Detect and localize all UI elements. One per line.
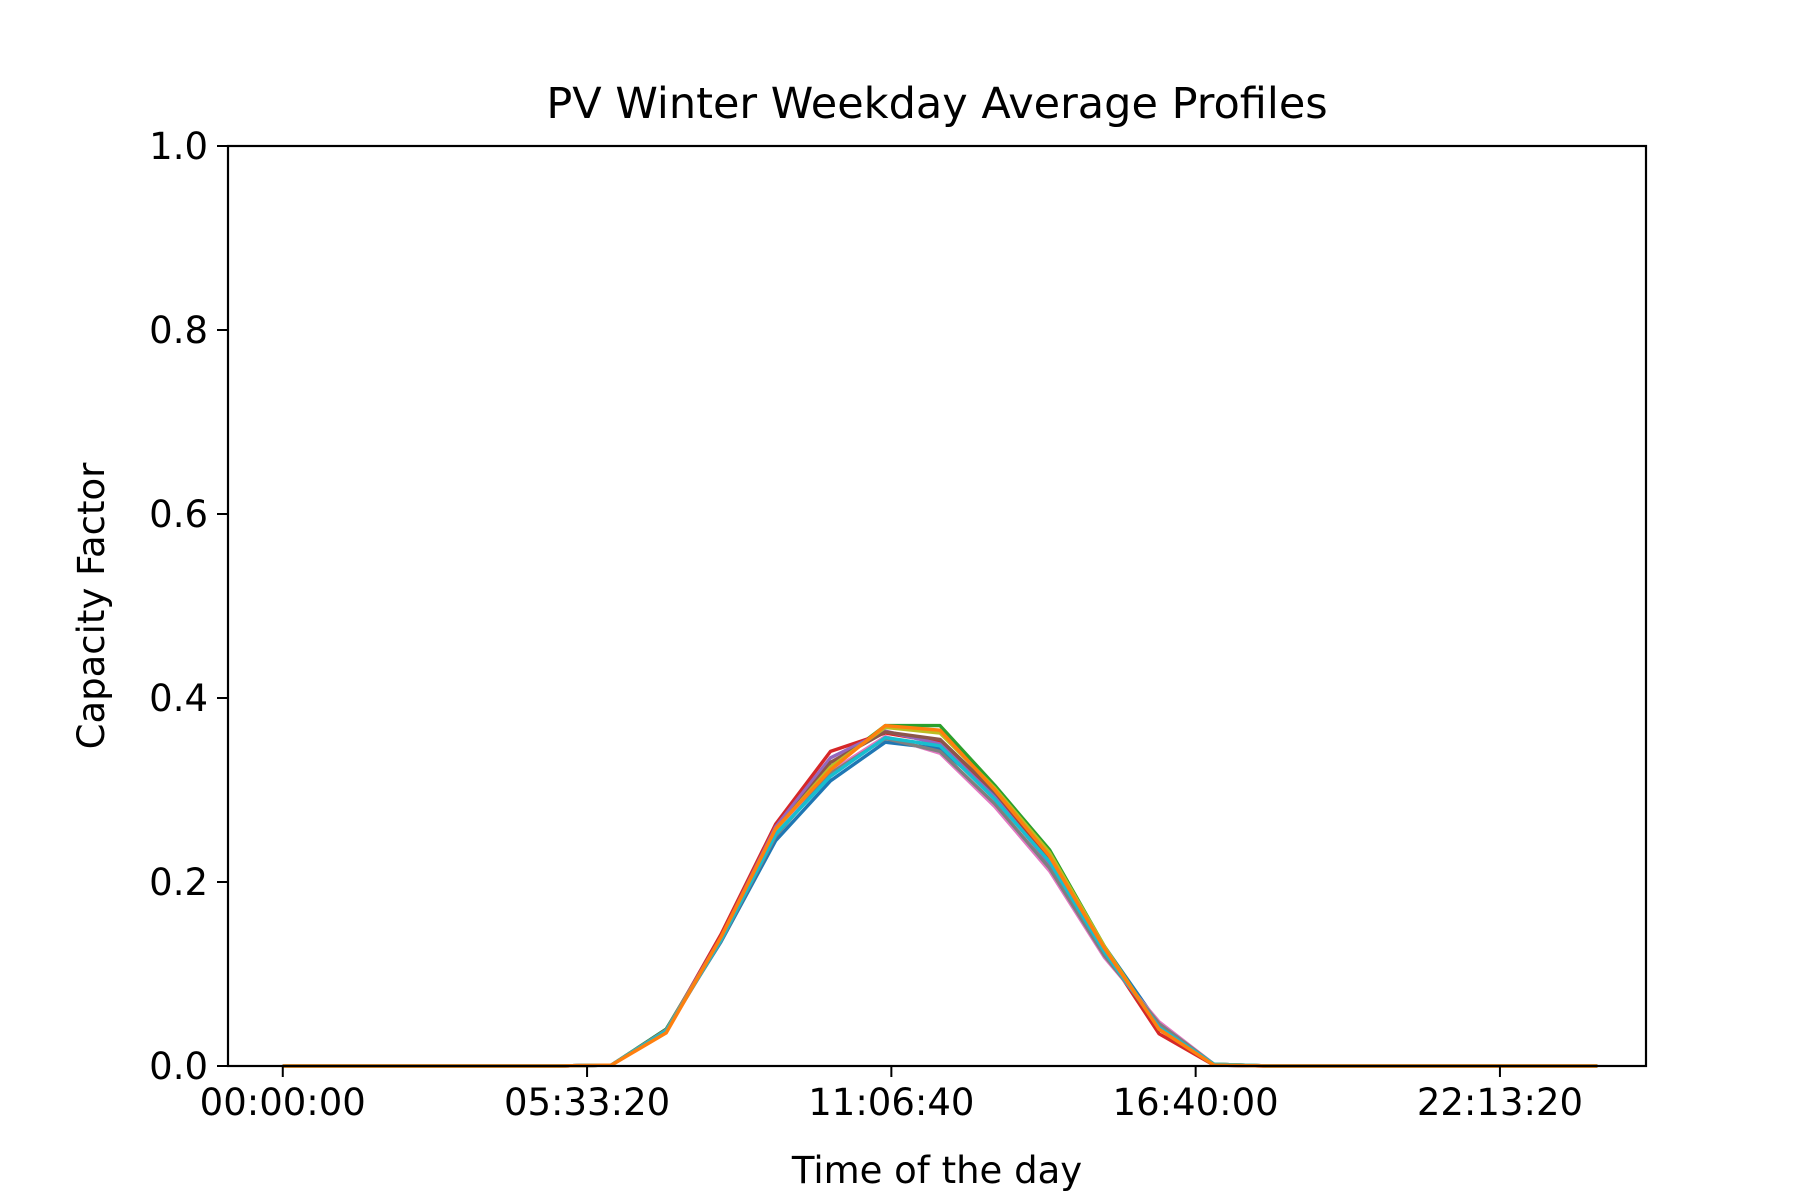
x-tick-label: 05:33:20	[504, 1081, 670, 1124]
y-axis: 0.0 0.2 0.4 0.6 0.8 1.0	[149, 125, 228, 1088]
y-tick-label: 0.0	[149, 1045, 208, 1088]
y-tick-label: 1.0	[149, 125, 208, 168]
y-tick-label: 0.4	[149, 677, 208, 720]
x-tick-label: 11:06:40	[808, 1081, 974, 1124]
y-tick-label: 0.2	[149, 861, 208, 904]
y-tick-label: 0.6	[149, 493, 208, 536]
x-tick-label: 16:40:00	[1113, 1081, 1279, 1124]
chart-title: PV Winter Weekday Average Profiles	[546, 79, 1327, 129]
x-axis: 00:00:00 05:33:20 11:06:40 16:40:00 22:13:20	[200, 1066, 1583, 1124]
x-tick-label: 22:13:20	[1417, 1081, 1583, 1124]
y-axis-label: Capacity Factor	[70, 462, 113, 750]
y-tick-label: 0.8	[149, 309, 208, 352]
x-axis-label: Time of the day	[791, 1149, 1082, 1192]
plot-frame	[226, 144, 1648, 1068]
x-tick-label: 00:00:00	[200, 1081, 366, 1124]
